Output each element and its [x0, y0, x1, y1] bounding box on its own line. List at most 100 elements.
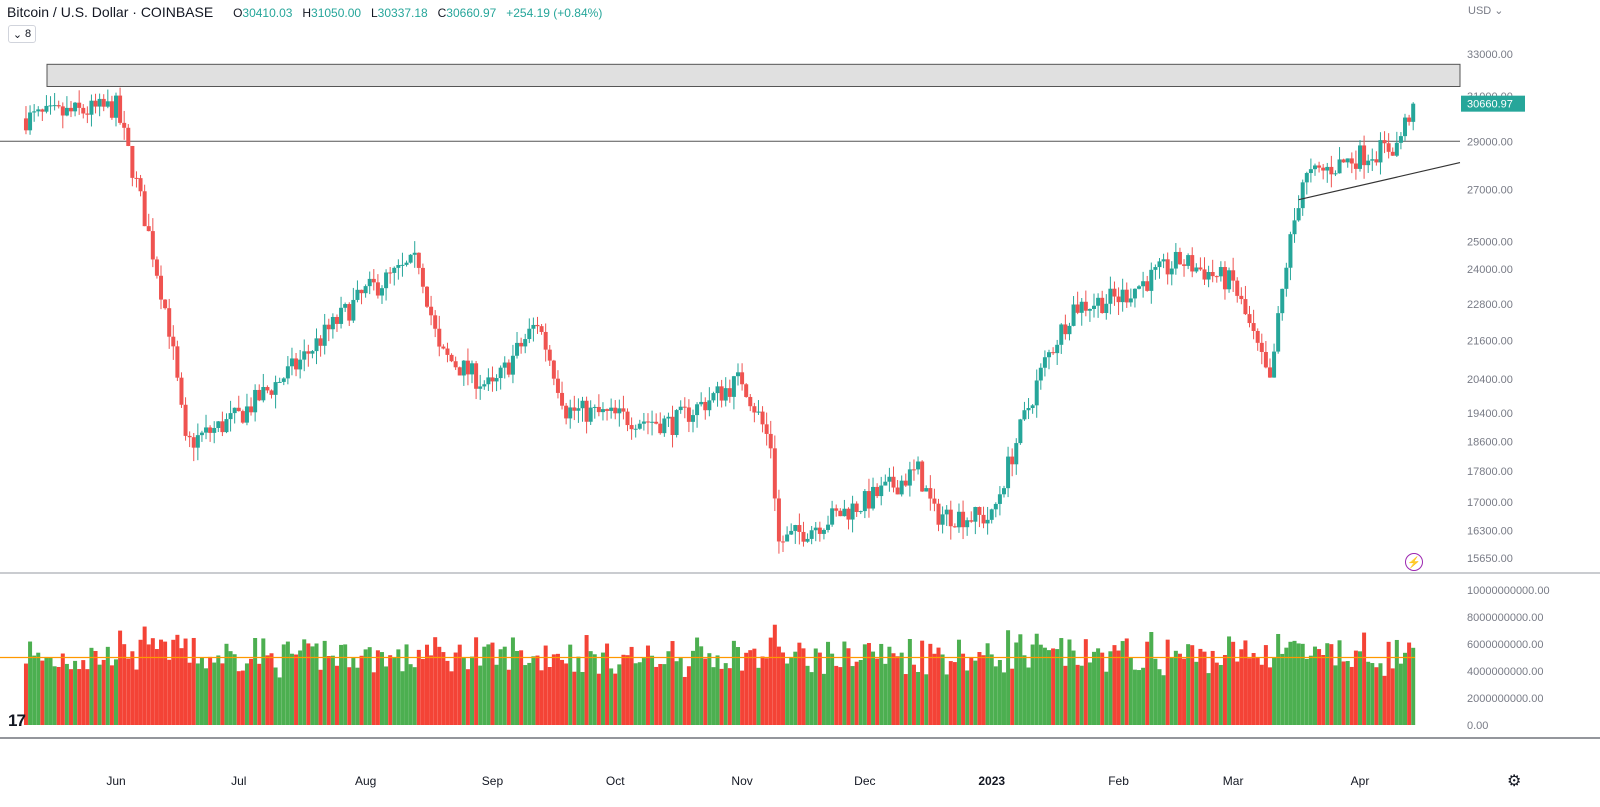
volume-bar: [1296, 643, 1301, 725]
candle-body: [199, 432, 204, 436]
candle-body: [609, 407, 614, 411]
candle-body: [56, 105, 61, 107]
candle-body: [1120, 289, 1125, 303]
candle-body: [1321, 167, 1326, 171]
volume-bar: [1137, 670, 1142, 725]
candle-body: [576, 408, 581, 411]
time-tick-label: Mar: [1223, 774, 1244, 788]
volume-bar: [1370, 663, 1375, 725]
candle-body: [719, 386, 724, 401]
lightning-icon[interactable]: ⚡: [1405, 553, 1423, 571]
candle-body: [1382, 140, 1387, 144]
candle-body: [367, 278, 372, 287]
volume-bar: [1386, 641, 1391, 725]
candle-body: [547, 349, 552, 361]
candle-body: [85, 113, 90, 115]
volume-bar: [1272, 657, 1277, 725]
time-tick-label: Apr: [1351, 774, 1370, 788]
candle-body: [1079, 301, 1084, 313]
candle-body: [461, 360, 466, 376]
volume-bar: [551, 654, 556, 725]
volume-bar: [265, 655, 270, 725]
candle-body: [871, 486, 876, 509]
volume-bar: [875, 658, 880, 725]
candle-body: [740, 372, 745, 385]
volume-bar: [1349, 666, 1354, 725]
volume-bar: [1075, 664, 1080, 725]
price-tick-label: 22800.00: [1467, 299, 1513, 311]
high-label: H: [302, 6, 312, 20]
volume-bar: [232, 654, 237, 725]
volume-bar: [736, 647, 740, 725]
volume-bar: [989, 654, 994, 725]
currency-selector[interactable]: USD ⌄: [1468, 4, 1504, 17]
volume-bar: [952, 662, 957, 725]
volume-bar: [727, 668, 732, 725]
candles: [23, 87, 1416, 554]
volume-bar: [1063, 665, 1068, 725]
volume-bar: [1051, 648, 1056, 725]
volume-bar: [253, 638, 258, 725]
candle-body: [527, 328, 532, 340]
last-price-tag: [1461, 95, 1525, 112]
candle-body: [1390, 151, 1395, 156]
volume-bar: [1010, 668, 1015, 725]
candle-body: [785, 534, 790, 542]
indicators-toggle-button[interactable]: ⌄ 8: [8, 25, 36, 43]
volume-bar: [527, 662, 532, 725]
symbol-name[interactable]: Bitcoin / U.S. Dollar · COINBASE: [7, 4, 214, 20]
candle-body: [298, 359, 303, 370]
candle-body: [289, 358, 294, 367]
candle-body: [817, 527, 822, 534]
candle-body: [961, 511, 966, 528]
candle-body: [60, 106, 65, 116]
candle-body: [1169, 268, 1174, 275]
candle-body: [1349, 158, 1354, 164]
volume-bar: [1100, 652, 1105, 725]
volume-bar: [1284, 647, 1289, 725]
candle-body: [1087, 308, 1092, 311]
candle-body: [249, 406, 254, 413]
candle-body: [1333, 173, 1338, 175]
volume-bar: [433, 637, 438, 725]
candle-body: [682, 406, 687, 408]
candle-body: [944, 509, 949, 515]
candle-body: [482, 384, 487, 387]
volume-bar: [77, 669, 82, 725]
candle-body: [183, 404, 188, 436]
candle-body: [772, 448, 777, 499]
candle-body: [1042, 357, 1047, 368]
candle-body: [686, 407, 691, 422]
candle-body: [564, 405, 569, 419]
candle-body: [834, 508, 839, 511]
candle-body: [494, 378, 499, 382]
volume-bar: [731, 640, 736, 725]
price-tick-label: 16300.00: [1467, 526, 1513, 538]
candle-body: [748, 396, 753, 407]
volume-bar: [1186, 644, 1191, 725]
volume-bar: [523, 665, 528, 725]
candle-body: [159, 275, 164, 300]
candle-body: [453, 361, 458, 368]
volume-bar: [920, 640, 925, 725]
volume-bar: [32, 655, 37, 725]
candle-body: [1067, 325, 1072, 335]
volume-bar: [1153, 658, 1158, 725]
volume-bar: [1161, 675, 1166, 725]
candle-body: [265, 387, 270, 391]
candle-body: [93, 100, 98, 107]
gear-icon[interactable]: ⚙: [1507, 773, 1522, 790]
candle-body: [1312, 165, 1317, 170]
candle-body: [142, 191, 147, 227]
candle-body: [138, 178, 143, 192]
candle-body: [1263, 351, 1268, 368]
volume-bar: [645, 645, 650, 725]
candle-body: [744, 384, 749, 397]
volume-bar: [842, 641, 847, 725]
candle-body: [887, 476, 892, 482]
volume-bar: [924, 674, 929, 725]
indicator-count: 8: [25, 28, 32, 40]
volume-bar: [641, 658, 646, 725]
volume-bar: [60, 653, 65, 725]
